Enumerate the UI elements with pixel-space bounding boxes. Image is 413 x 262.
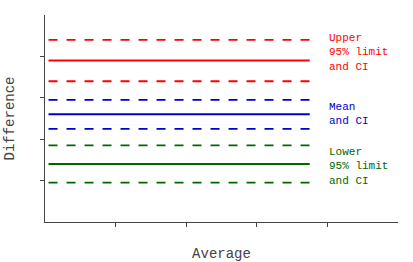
- svg-text:Lower95% limitand CI: Lower95% limitand CI: [329, 146, 388, 187]
- svg-text:Average: Average: [192, 246, 251, 262]
- svg-text:Difference: Difference: [2, 76, 18, 160]
- svg-text:Meanand CI: Meanand CI: [329, 101, 369, 127]
- svg-text:Upper95% limitand CI: Upper95% limitand CI: [329, 32, 388, 73]
